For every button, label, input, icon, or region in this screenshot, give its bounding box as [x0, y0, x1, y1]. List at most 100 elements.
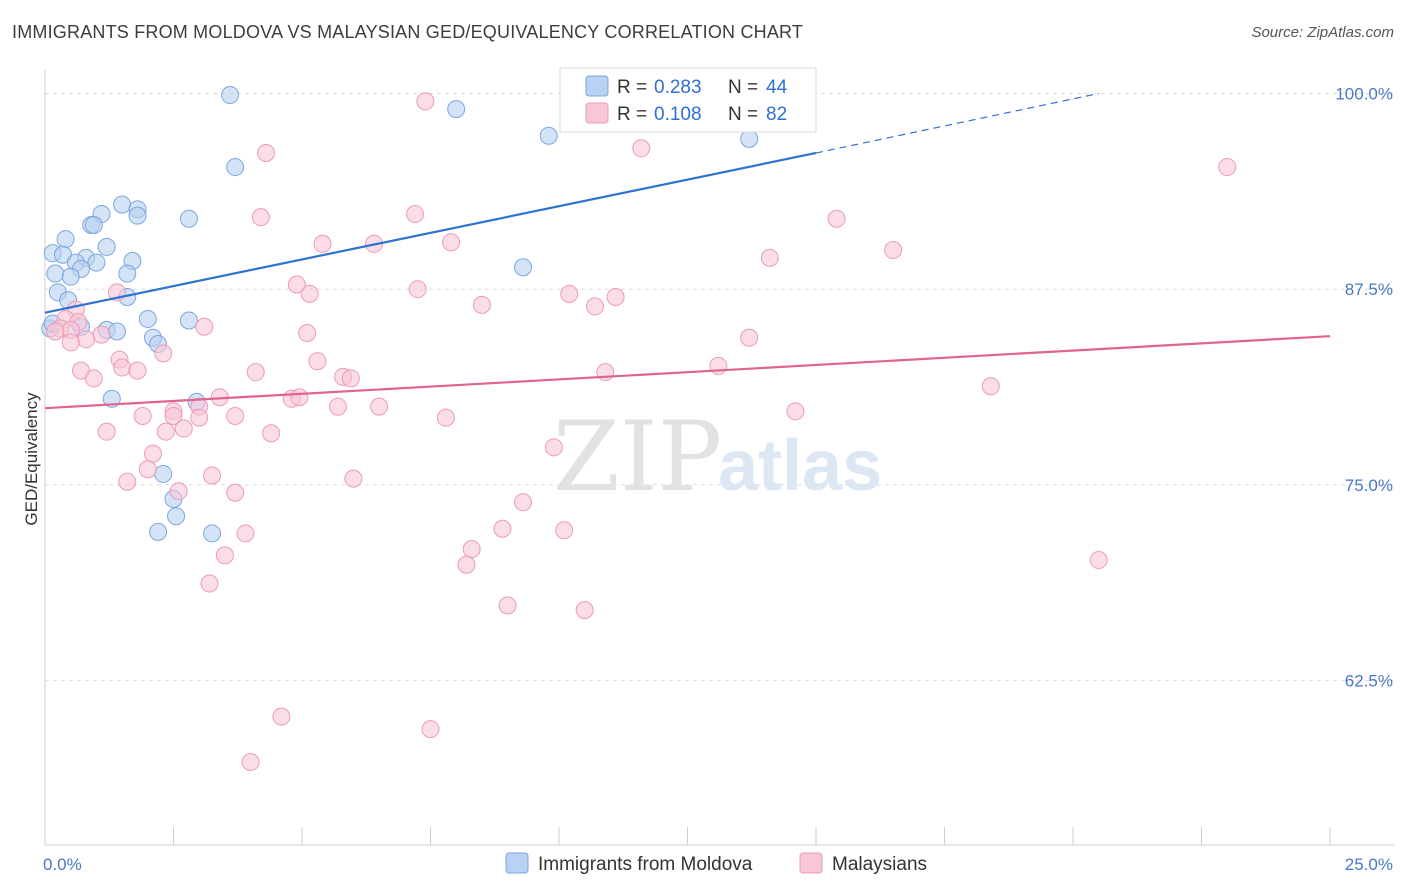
- moldova-point-12: [56, 230, 75, 249]
- moldova-point-1: [447, 100, 466, 119]
- legend-swatch-moldova: [585, 75, 609, 97]
- malaysian-point-30: [77, 330, 96, 349]
- malaysian-point-61: [97, 422, 116, 441]
- moldova-point-2: [539, 126, 558, 145]
- malaysian-point-23: [195, 317, 214, 336]
- moldova-point-3: [740, 129, 759, 148]
- watermark-zip-text: ZIP: [553, 401, 722, 513]
- malaysian-point-6: [827, 209, 846, 228]
- y-axis-title: GED/Equivalency: [22, 392, 41, 526]
- malaysian-point-73: [236, 524, 255, 543]
- moldova-point-41: [203, 524, 222, 543]
- malaysian-point-19: [585, 297, 604, 316]
- malaysian-point-78: [200, 574, 219, 593]
- legend-r-label-moldova: R =: [617, 77, 647, 98]
- malaysian-point-60: [156, 422, 175, 441]
- moldova-point-24: [118, 264, 137, 283]
- legend-r-label-malaysians: R =: [617, 104, 647, 125]
- legend-n-label-moldova: N =: [728, 77, 758, 98]
- series-legend-swatch-malaysians: [799, 852, 823, 874]
- legend-n-value-moldova: 44: [766, 77, 788, 98]
- x-tick-label-0: 0.0%: [43, 855, 82, 874]
- legend-n-label-malaysians: N =: [728, 104, 758, 125]
- malaysian-point-49: [328, 397, 347, 416]
- legend-r-value-malaysians: 0.108: [654, 104, 702, 125]
- malaysian-point-59: [262, 424, 281, 443]
- moldova-point-21: [514, 258, 533, 277]
- moldova-point-4: [226, 158, 245, 177]
- malaysian-point-37: [128, 361, 147, 380]
- y-tick-labels: 100.0% 87.5% 75.0% 62.5%: [1335, 84, 1393, 690]
- malaysian-point-18: [472, 295, 491, 314]
- moldova-point-39: [167, 507, 186, 526]
- y-tick-label-0: 100.0%: [1335, 84, 1393, 103]
- moldova-trend-extension: [815, 92, 1099, 154]
- malaysian-point-53: [226, 407, 245, 426]
- malaysian-point-9: [442, 233, 461, 252]
- malaysian-point-63: [143, 444, 162, 463]
- malaysian-point-13: [300, 284, 319, 303]
- moldova-point-28: [138, 309, 157, 328]
- moldova-point-35: [102, 389, 121, 408]
- malaysian-point-71: [493, 519, 512, 538]
- malaysian-point-62: [544, 438, 563, 457]
- malaysian-point-68: [169, 482, 188, 501]
- grid-lines: [45, 92, 1395, 682]
- malaysian-point-4: [251, 208, 270, 227]
- legend-n-value-malaysians: 82: [766, 104, 787, 125]
- malaysian-point-77: [1089, 551, 1108, 570]
- malaysian-point-56: [164, 407, 183, 426]
- series-legend-label-moldova: Immigrants from Moldova: [538, 854, 753, 875]
- malaysian-point-57: [133, 407, 152, 426]
- moldova-point-40: [149, 522, 168, 541]
- stats-legend: R = 0.283 N = 44 R = 0.108 N = 82: [559, 67, 817, 133]
- x-tick-label-1: 25.0%: [1345, 855, 1393, 874]
- moldova-point-32: [107, 322, 126, 341]
- x-tick-labels: 0.0% 25.0%: [43, 855, 1393, 874]
- malaysian-point-70: [514, 493, 533, 512]
- malaysian-point-14: [408, 280, 427, 299]
- malaysian-point-66: [344, 469, 363, 488]
- malaysian-point-47: [290, 388, 309, 407]
- moldova-point-11: [84, 216, 103, 234]
- series-legend-swatch-moldova: [505, 852, 529, 874]
- chart-source: Source: ZipAtlas.com: [1251, 24, 1394, 41]
- legend-swatch-malaysians: [585, 102, 609, 124]
- malaysian-point-72: [555, 521, 574, 540]
- malaysian-point-64: [138, 460, 157, 479]
- malaysian-point-83: [241, 753, 260, 772]
- malaysian-point-52: [190, 408, 209, 427]
- malaysian-point-2: [632, 139, 651, 158]
- malaysian-point-32: [154, 344, 173, 363]
- malaysian-point-44: [981, 377, 1000, 396]
- malaysian-point-43: [341, 369, 360, 388]
- malaysian-point-16: [606, 288, 625, 307]
- data-points: [41, 86, 1237, 772]
- malaysian-point-15: [560, 284, 579, 303]
- moldova-point-0: [221, 86, 240, 105]
- malaysian-point-10: [884, 241, 903, 260]
- moldova-point-19: [87, 253, 106, 272]
- malaysian-point-81: [272, 707, 291, 726]
- moldova-point-9: [179, 209, 198, 228]
- malaysian-point-74: [462, 540, 481, 559]
- malaysian-point-29: [92, 325, 111, 344]
- moldova-point-23: [61, 267, 80, 286]
- y-tick-label-1: 87.5%: [1345, 280, 1393, 299]
- malaysian-trend-line: [44, 335, 1331, 410]
- series-legend-label-malaysians: Malaysians: [832, 854, 927, 875]
- legend-r-value-moldova: 0.283: [654, 77, 702, 98]
- moldova-point-37: [154, 464, 173, 483]
- malaysian-point-65: [203, 466, 222, 485]
- moldova-point-8: [128, 206, 147, 225]
- moldova-trend-line: [44, 151, 817, 314]
- malaysian-point-28: [740, 328, 759, 347]
- series-legend: Immigrants from Moldova Malaysians: [505, 852, 927, 875]
- malaysian-point-79: [498, 596, 517, 615]
- malaysian-point-1: [257, 143, 276, 162]
- malaysian-point-36: [113, 358, 132, 377]
- moldova-point-22: [46, 264, 65, 283]
- malaysian-point-42: [84, 369, 103, 388]
- malaysian-point-7: [313, 234, 332, 253]
